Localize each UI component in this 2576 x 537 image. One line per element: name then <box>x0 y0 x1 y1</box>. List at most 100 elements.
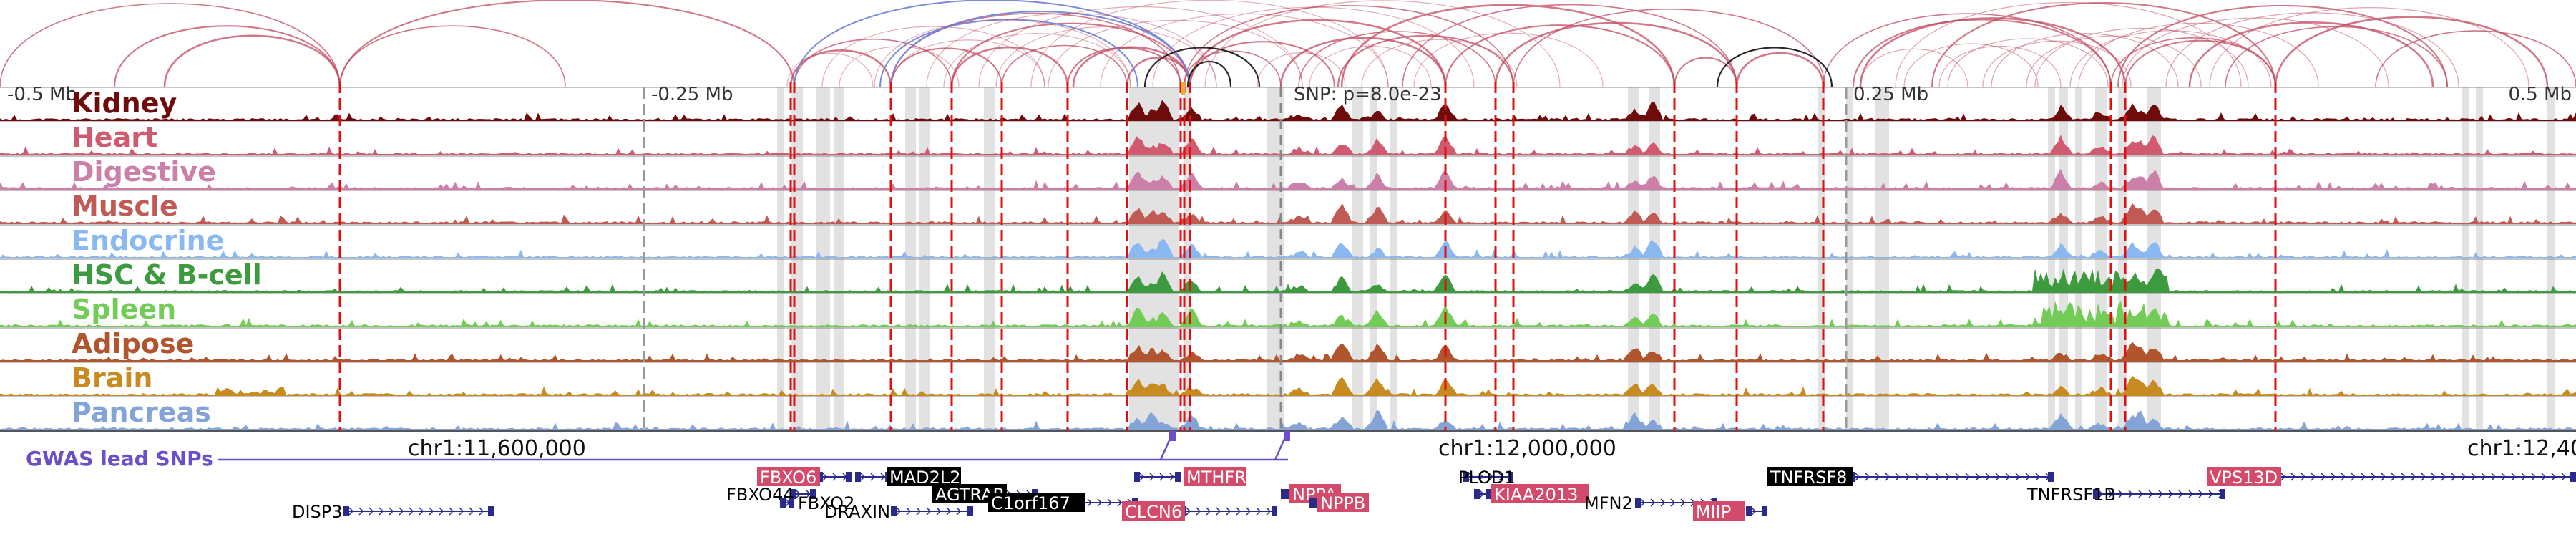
loop-arc <box>1673 57 1738 88</box>
gene-kiaa2013[interactable]: KIAA2013 <box>1474 484 1589 505</box>
gene-label: MTHFR <box>1186 468 1246 488</box>
loop-arc <box>789 49 892 88</box>
gene-fbxo6[interactable]: FBXO6 <box>757 467 852 488</box>
signal <box>0 268 2576 292</box>
track-heart[interactable] <box>0 121 2576 155</box>
ld-snp-lines <box>338 82 2277 431</box>
gene-plod1[interactable]: PLOD1 <box>1458 468 1516 488</box>
gene-label-box <box>887 467 961 486</box>
loop-arc <box>1716 47 1833 88</box>
gene-mad2l2[interactable]: MAD2L2 <box>855 467 961 488</box>
gene-c1orf167[interactable]: C1orf167 <box>988 493 1138 513</box>
track-kidney[interactable] <box>0 87 2576 121</box>
loop-arc <box>926 13 1217 88</box>
loop-arc <box>1947 38 2109 88</box>
gene-mthfr[interactable]: MTHFR <box>1134 467 1246 488</box>
gene-disp3[interactable]: DISP3 <box>292 502 494 522</box>
tissue-tracks[interactable] <box>0 87 2576 432</box>
gwas-snp-marker[interactable] <box>1284 431 1290 441</box>
axis-tick-label: -0.25 Mb <box>651 84 733 105</box>
gene-nppb[interactable]: NPPB <box>1309 493 1369 513</box>
loop-arc <box>1361 39 1518 88</box>
gene-label-box <box>757 467 820 486</box>
gene-label: NPPB <box>1320 493 1365 513</box>
axis-tick-label: 0.5 Mb <box>2508 84 2572 105</box>
gwas-snp-marker[interactable] <box>1169 431 1176 441</box>
loop-arc <box>978 6 1303 88</box>
signal <box>0 100 2576 120</box>
loop-arc <box>1852 19 2112 88</box>
loop-arc <box>889 47 1003 88</box>
loop-arc <box>1494 21 1738 88</box>
loop-arc <box>1298 31 1496 88</box>
track-label: Kidney <box>72 87 177 119</box>
loop-arc <box>1444 24 1676 88</box>
gene-tnfrsf1b[interactable]: TNFRSF1B <box>2026 485 2225 505</box>
loop-arc <box>839 46 960 88</box>
track-hsc-b-cell[interactable] <box>0 258 2576 293</box>
gene-label: DRAXIN <box>824 502 890 522</box>
loop-arc <box>2274 16 2549 88</box>
track-endocrine[interactable] <box>0 224 2576 258</box>
gene-label-box <box>1184 467 1246 486</box>
axis-tick-label: -0.5 Mb <box>7 84 77 105</box>
track-label: Endocrine <box>72 225 224 256</box>
coordinate-label: chr1:11,600,000 <box>408 436 586 461</box>
track-pancreas[interactable] <box>0 396 2576 430</box>
gene-fbxo2[interactable]: FBXO2 <box>780 493 854 513</box>
loop-arc <box>2069 30 2272 88</box>
loop-arc <box>1189 19 1447 88</box>
track-adipose[interactable] <box>0 327 2576 362</box>
loop-arc <box>2026 35 2202 88</box>
gene-label: C1orf167 <box>991 493 1070 513</box>
coordinate-label: chr1:12,40 <box>2467 436 2576 461</box>
chromatin-loop-arcs <box>0 0 2576 88</box>
gene-label: DISP3 <box>292 502 343 522</box>
signal <box>0 342 2576 361</box>
loop-arc <box>1982 40 2132 88</box>
loop-arc <box>339 25 566 88</box>
gene-label: TNFRSF1B <box>2026 485 2116 505</box>
signal <box>0 135 2576 155</box>
gene-vps13d[interactable]: VPS13D <box>2207 467 2576 488</box>
track-label: Adipose <box>72 328 194 359</box>
loop-arc <box>2078 22 2319 88</box>
gene-label: MIIP <box>1696 502 1731 522</box>
loop-arc <box>1309 45 1432 88</box>
gwas-label: GWAS lead SNPs <box>26 447 213 470</box>
loop-arc <box>338 0 796 88</box>
loop-arc <box>1903 43 2039 88</box>
loop-arc <box>1001 44 1128 88</box>
loop-arc <box>1152 6 1475 88</box>
track-muscle[interactable] <box>0 190 2576 224</box>
track-label: HSC & B-cell <box>72 259 262 291</box>
gwas-track: GWAS lead SNPs chr1:11,600,000 chr1:12,00… <box>26 430 2576 470</box>
gene-label: KIAA2013 <box>1494 485 1578 505</box>
loop-arc <box>113 25 341 88</box>
gene-draxin[interactable]: DRAXIN <box>824 502 973 522</box>
snp-pvalue-label: SNP: p=8.0e-23 <box>1294 84 1442 105</box>
loop-arc <box>821 26 1045 88</box>
loop-arc <box>1279 37 1447 88</box>
loop-arc <box>891 39 1045 88</box>
gene-mfn2[interactable]: MFN2 <box>1584 493 1717 513</box>
gene-label-box <box>988 493 1085 512</box>
loop-arc <box>1184 5 1514 88</box>
gene-miip[interactable]: MIIP <box>1693 501 1767 522</box>
gene-fbxo44[interactable]: FBXO44 <box>726 485 816 505</box>
gene-label: MFN2 <box>1584 493 1633 513</box>
track-brain[interactable] <box>0 362 2576 396</box>
gene-tnfrsf8[interactable]: TNFRSF8 <box>1767 467 2054 488</box>
track-digestive[interactable] <box>0 155 2576 190</box>
loop-arc <box>950 46 1069 88</box>
loop-arc <box>2375 30 2576 88</box>
gene-clcn6[interactable]: CLCN6 <box>1122 501 1277 522</box>
track-spleen[interactable] <box>0 293 2576 327</box>
gene-label-box <box>1317 493 1369 512</box>
gene-label: FBXO2 <box>798 493 854 513</box>
loop-arc <box>1143 47 1261 88</box>
gene-label-box <box>1122 501 1185 521</box>
loop-arc <box>890 11 1191 88</box>
